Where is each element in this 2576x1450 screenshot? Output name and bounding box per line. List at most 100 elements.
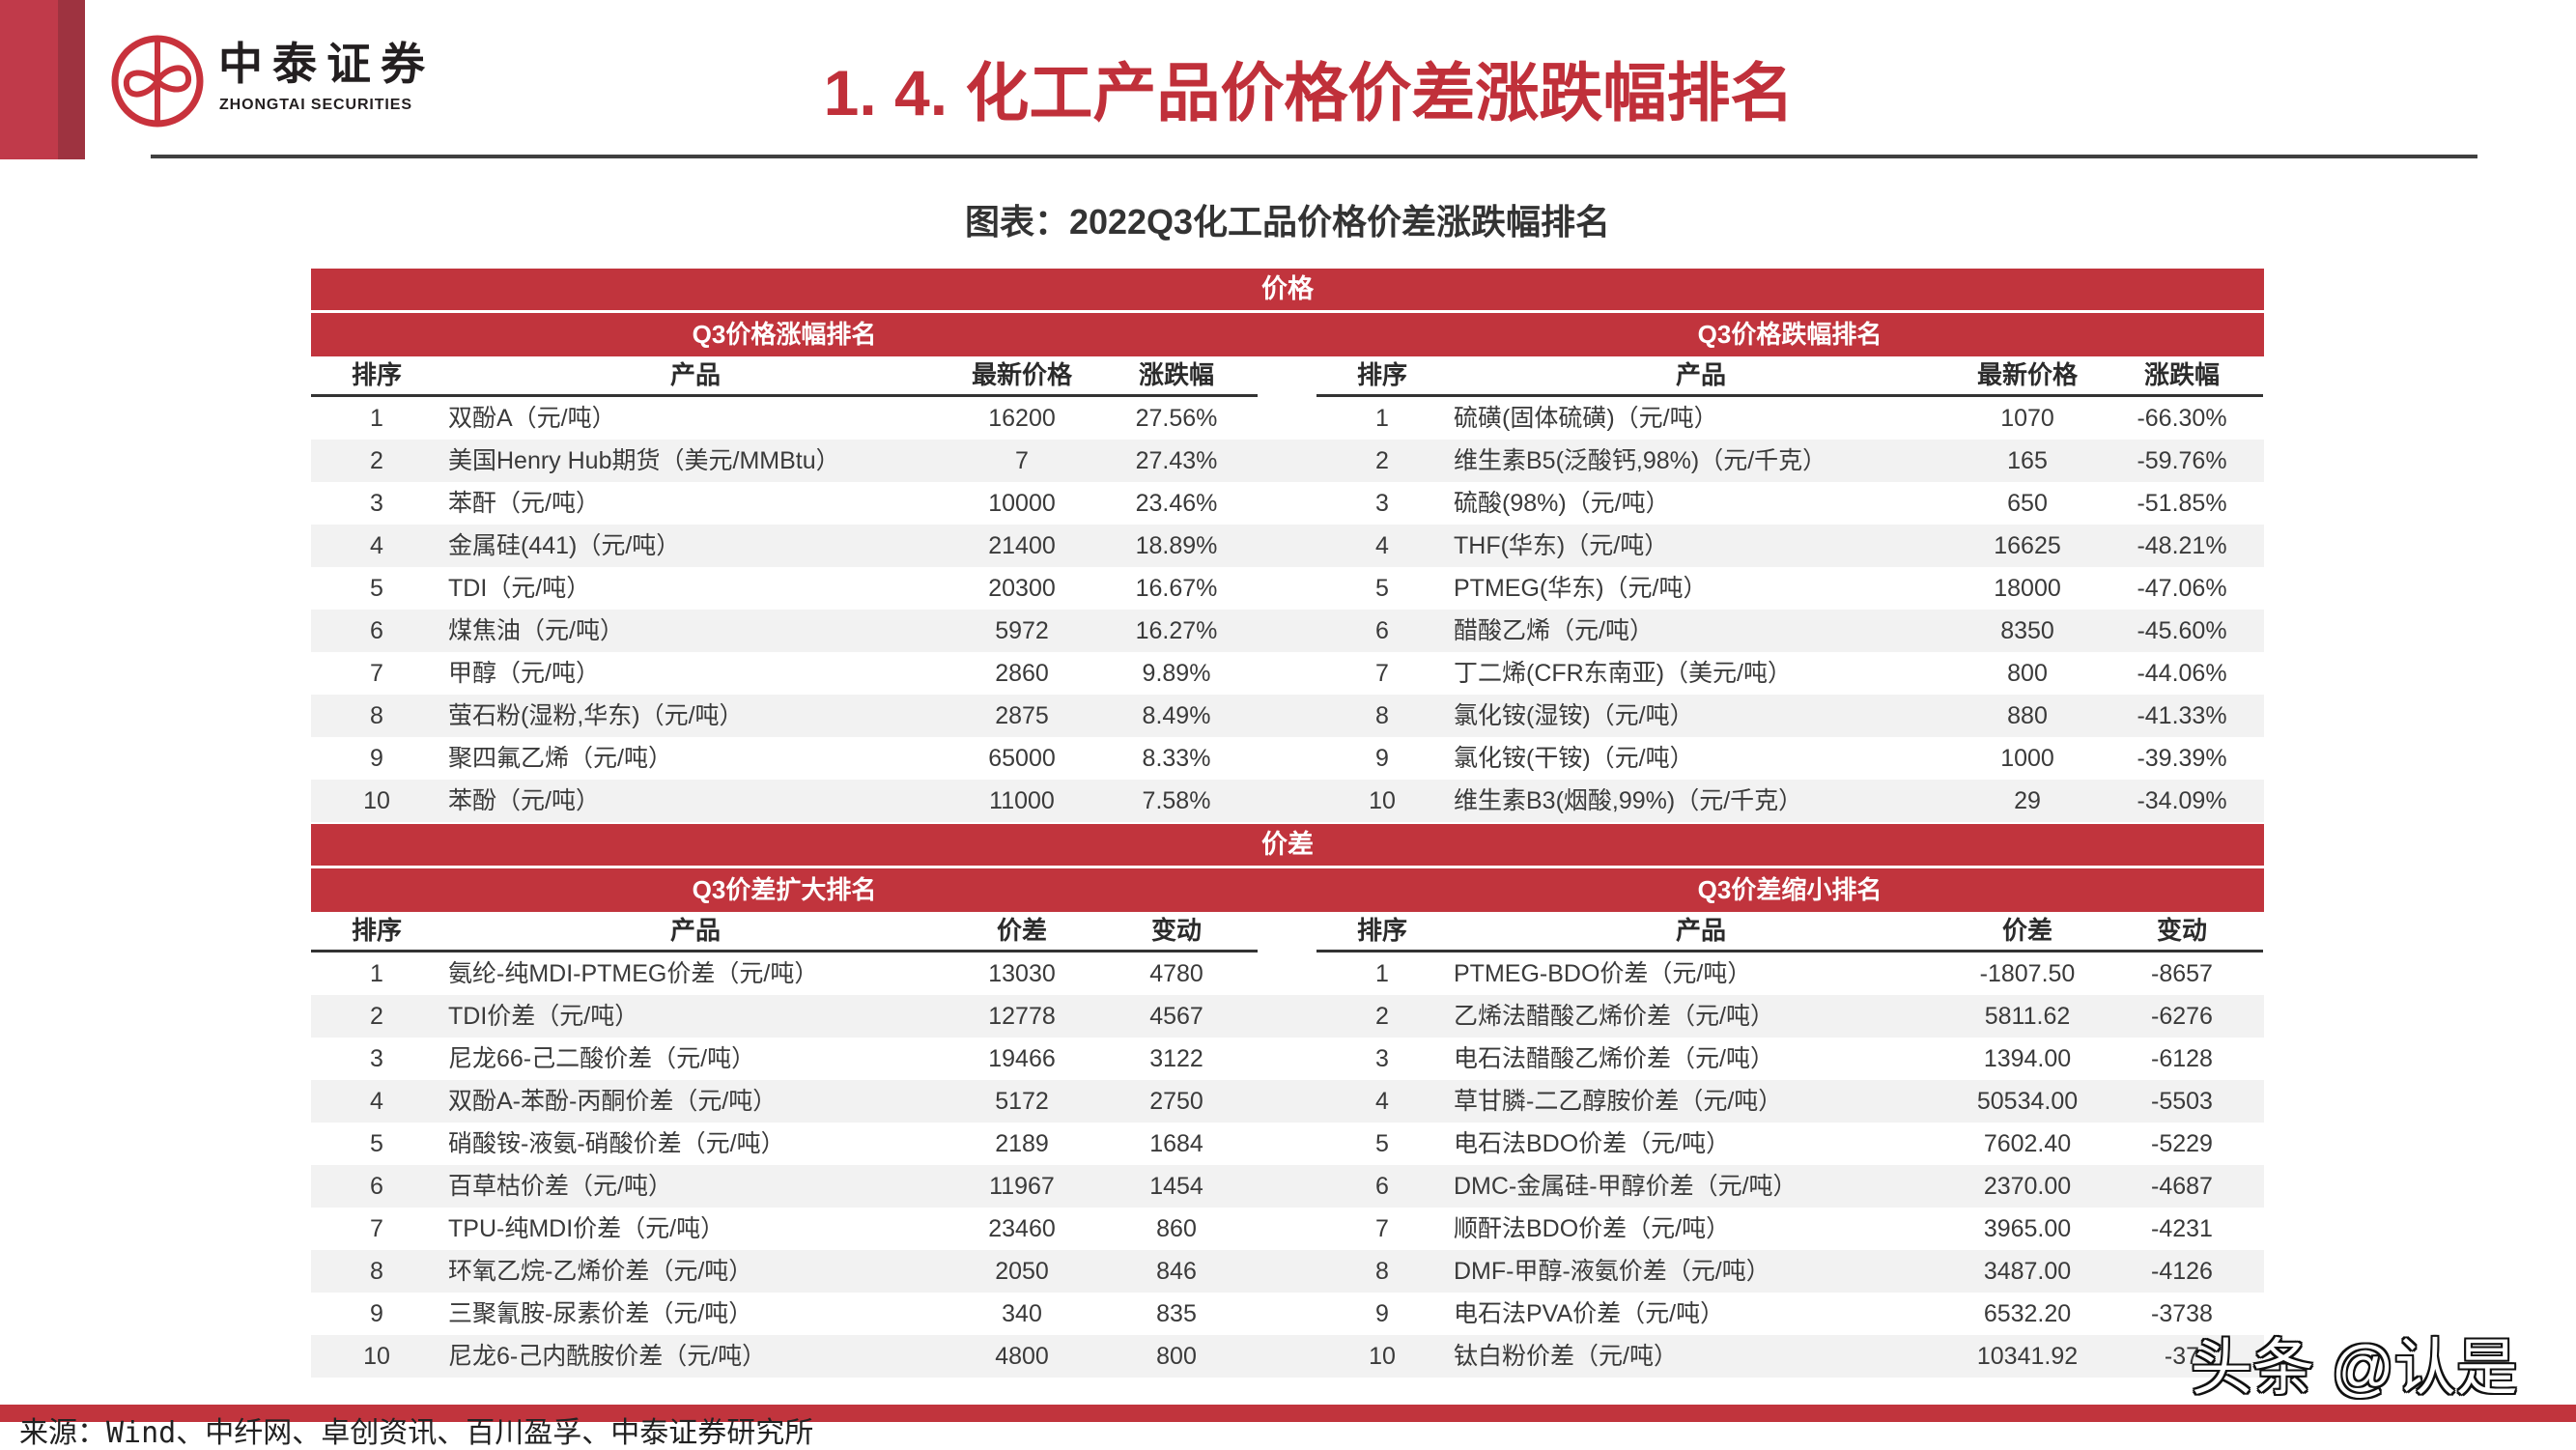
change-cell: 27.56% (1135, 405, 1218, 432)
rank-cell: 7 (1375, 660, 1389, 687)
fall-row: 6 醋酸乙烯（元/吨） 8350 -45.60% (1316, 610, 2263, 652)
product-cell: 煤焦油（元/吨） (448, 617, 624, 644)
header-divider (151, 155, 2477, 158)
change-cell: 16.67% (1135, 575, 1218, 602)
rank-cell: 10 (1369, 787, 1396, 814)
rank-cell: 3 (370, 490, 383, 517)
section-header-price: 价格 (311, 269, 2264, 310)
rank-cell: 6 (370, 1173, 383, 1200)
change-cell: 18.89% (1135, 532, 1218, 559)
product-cell: 双酚A-苯酚-丙酮价差（元/吨） (448, 1088, 778, 1115)
product-cell: 电石法BDO价差（元/吨） (1454, 1130, 1731, 1157)
change-cell: -5503 (2151, 1088, 2213, 1115)
change-cell: -4687 (2151, 1173, 2213, 1200)
rank-cell: 5 (370, 575, 383, 602)
narrow-row: 10 钛白粉价差（元/吨） 10341.92 -37 (1316, 1335, 2263, 1378)
change-cell: 860 (1156, 1215, 1197, 1242)
change-cell: 846 (1156, 1258, 1197, 1285)
rank-cell: 1 (1375, 960, 1389, 987)
fall-row: 8 氯化铵(湿铵)（元/吨） 880 -41.33% (1316, 695, 2263, 737)
rank-cell: 9 (1375, 745, 1389, 772)
rank-cell: 2 (370, 447, 383, 474)
subsection-header-row: Q3价格涨幅排名 Q3价格跌幅排名 (311, 313, 2264, 356)
product-cell: 甲醇（元/吨） (448, 660, 600, 687)
fall-row: 3 硫酸(98%)（元/吨） 650 -51.85% (1316, 482, 2263, 525)
change-cell: -66.30% (2137, 405, 2227, 432)
rank-cell: 2 (1375, 1003, 1389, 1030)
figure-caption: 图表：2022Q3化工品价格价差涨跌幅排名 (964, 202, 1611, 242)
rank-cell: 9 (370, 745, 383, 772)
rank-cell: 2 (370, 1003, 383, 1030)
rise-row: 8 萤石粉(湿粉,华东)（元/吨） 2875 8.49% (311, 695, 1258, 737)
widen-row: 8 环氧乙烷-乙烯价差（元/吨） 2050 846 (311, 1250, 1258, 1293)
page-title: 1. 4. 化工产品价格价差涨跌幅排名 (823, 57, 1795, 128)
product-cell: 苯酐（元/吨） (448, 490, 600, 517)
table-row: 8 环氧乙烷-乙烯价差（元/吨） 2050 846 8 DMF-甲醇-液氨价差（… (311, 1250, 2264, 1293)
rank-cell: 3 (370, 1045, 383, 1072)
rank-cell: 4 (370, 1088, 383, 1115)
change-cell: 1454 (1149, 1173, 1203, 1200)
rank-cell: 1 (370, 405, 383, 432)
spread-cell: 340 (1002, 1300, 1042, 1327)
change-cell: -6276 (2151, 1003, 2213, 1030)
spread-cell: 11967 (989, 1173, 1055, 1200)
price-cell: 1000 (2000, 745, 2054, 772)
footer-divider (0, 1405, 2576, 1422)
change-cell: -51.85% (2137, 490, 2227, 517)
product-cell: 醋酸乙烯（元/吨） (1454, 617, 1654, 644)
rise-row: 6 煤焦油（元/吨） 5972 16.27% (311, 610, 1258, 652)
column-header-rank: 排序 (351, 360, 402, 389)
rank-cell: 9 (1375, 1300, 1389, 1327)
price-cell: 10000 (988, 490, 1056, 517)
rise-row: 5 TDI（元/吨） 20300 16.67% (311, 567, 1258, 610)
spread-cell: -1807.50 (1979, 960, 2076, 987)
change-cell: 3122 (1149, 1045, 1203, 1072)
spread-cell: 6532.20 (1983, 1300, 2072, 1327)
table-row: 6 煤焦油（元/吨） 5972 16.27% 6 醋酸乙烯（元/吨） 8350 … (311, 610, 2264, 652)
widen-row: 10 尼龙6-己内酰胺价差（元/吨） 4800 800 (311, 1335, 1258, 1378)
spread-cell: 3487.00 (1983, 1258, 2072, 1285)
zhongtai-logo-icon (111, 35, 204, 128)
product-cell: 苯酚（元/吨） (448, 787, 600, 814)
price-cell: 1070 (2000, 405, 2054, 432)
spread-cell: 19466 (988, 1045, 1056, 1072)
table-row: 4 双酚A-苯酚-丙酮价差（元/吨） 5172 2750 4 草甘膦-二乙醇胺价… (311, 1080, 2264, 1123)
product-cell: 硫磺(固体硫磺)（元/吨） (1454, 405, 1718, 432)
product-cell: 维生素B5(泛酸钙,98%)（元/千克） (1454, 447, 1827, 474)
widen-row: 9 三聚氰胺-尿素价差（元/吨） 340 835 (311, 1293, 1258, 1335)
rise-row: 2 美国Henry Hub期货（美元/MMBtu） 7 27.43% (311, 440, 1258, 482)
change-cell: -47.06% (2137, 575, 2227, 602)
rank-cell: 10 (363, 787, 390, 814)
change-cell: 16.27% (1135, 617, 1218, 644)
price-cell: 880 (2007, 702, 2048, 729)
table-row: 5 硝酸铵-液氨-硝酸价差（元/吨） 2189 1684 5 电石法BDO价差（… (311, 1123, 2264, 1165)
column-header-product: 产品 (1675, 916, 1726, 945)
spread-cell: 23460 (988, 1215, 1056, 1242)
rank-cell: 10 (1369, 1343, 1396, 1370)
product-cell: TDI（元/吨） (448, 575, 591, 602)
fall-row: 5 PTMEG(华东)（元/吨） 18000 -47.06% (1316, 567, 2263, 610)
widen-row: 3 尼龙66-己二酸价差（元/吨） 19466 3122 (311, 1038, 1258, 1080)
change-cell: -39.39% (2137, 745, 2227, 772)
table-row: 5 TDI（元/吨） 20300 16.67% 5 PTMEG(华东)（元/吨）… (311, 567, 2264, 610)
spread-cell: 5811.62 (1984, 1003, 2071, 1030)
fall-column-headers: 排序 产品 最新价格 涨跌幅 (1316, 356, 2263, 397)
widen-row: 2 TDI价差（元/吨） 12778 4567 (311, 995, 1258, 1038)
table-row: 9 三聚氰胺-尿素价差（元/吨） 340 835 9 电石法PVA价差（元/吨）… (311, 1293, 2264, 1335)
product-cell: 丁二烯(CFR东南亚)（美元/吨） (1454, 660, 1792, 687)
table-row: 10 苯酚（元/吨） 11000 7.58% 10 维生素B3(烟酸,99%)（… (311, 780, 2264, 822)
column-header-rank: 排序 (351, 916, 402, 945)
column-header-price: 最新价格 (1976, 360, 2078, 389)
table-row: 9 聚四氟乙烯（元/吨） 65000 8.33% 9 氯化铵(干铵)（元/吨） … (311, 737, 2264, 780)
product-cell: 乙烯法醋酸乙烯价差（元/吨） (1454, 1003, 1774, 1030)
product-cell: TPU-纯MDI价差（元/吨） (448, 1215, 725, 1242)
change-cell: 8.33% (1142, 745, 1211, 772)
product-cell: 顺酐法BDO价差（元/吨） (1454, 1215, 1731, 1242)
product-cell: DMF-甲醇-液氨价差（元/吨） (1454, 1258, 1770, 1285)
table-row: 4 金属硅(441)（元/吨） 21400 18.89% 4 THF(华东)（元… (311, 525, 2264, 567)
table-row: 3 尼龙66-己二酸价差（元/吨） 19466 3122 3 电石法醋酸乙烯价差… (311, 1038, 2264, 1080)
change-cell: -44.06% (2137, 660, 2227, 687)
price-cell: 800 (2007, 660, 2048, 687)
rank-cell: 5 (1375, 1130, 1389, 1157)
change-cell: 800 (1156, 1343, 1197, 1370)
